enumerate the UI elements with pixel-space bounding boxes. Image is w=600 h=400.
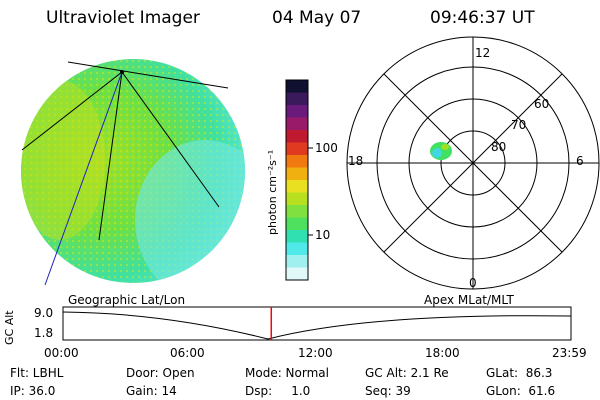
timeline-y-tick-bottom: 1.8: [34, 326, 54, 340]
auroral-spot: [430, 142, 452, 160]
gain-info: Gain: 14: [126, 384, 177, 398]
mode-info: Mode: Normal: [245, 366, 329, 380]
colorbar-segment: [286, 267, 308, 281]
gc-alt-info: GC Alt: 2.1 Re: [365, 366, 449, 380]
time-label: 09:46:37 UT: [430, 8, 535, 28]
ip-info: IP: 36.0: [10, 384, 56, 398]
colorbar-segment: [286, 180, 308, 193]
colorbar-segment: [286, 255, 308, 268]
timeline-x-tick: 23:59: [552, 346, 587, 360]
colorbar-border: [285, 79, 309, 281]
timeline-right-title: Apex MLat/MLT: [424, 293, 514, 307]
timeline-plot: [62, 306, 572, 341]
date-label: 04 May 07: [272, 8, 362, 28]
colorbar-segment: [286, 117, 308, 131]
colorbar-segment: [286, 105, 308, 118]
colorbar-segment: [286, 142, 308, 156]
colorbar-tick-100: 100: [315, 141, 338, 155]
colorbar-segment: [286, 92, 308, 106]
colorbar-segment: [286, 205, 308, 218]
subsatellite-point: [120, 70, 124, 74]
lat-label-70: 70: [511, 118, 527, 132]
colorbar-segment: [286, 192, 308, 206]
seq-info: Seq: 39: [365, 384, 411, 398]
mlt-label-0: 0: [469, 276, 477, 290]
colorbar-segment: [286, 230, 308, 243]
colorbar-segment: [286, 130, 308, 143]
polar-plot: [346, 36, 600, 290]
lat-label-80: 80: [491, 140, 507, 154]
glon-info: GLon: 61.6: [486, 384, 556, 398]
instrument-title: Ultraviolet Imager: [46, 8, 200, 28]
colorbar-segment: [286, 155, 308, 168]
filter-info: Flt: LBHL: [10, 366, 64, 380]
colorbar-segment: [286, 242, 308, 256]
colorbar-unit-label: photon cm⁻²s⁻¹: [266, 149, 279, 235]
colorbar-segment: [286, 217, 308, 231]
colorbar-tick-10: 10: [315, 228, 331, 242]
timeline-x-tick: 12:00: [298, 346, 333, 360]
mlt-label-12: 12: [475, 46, 491, 60]
timeline-left-title: Geographic Lat/Lon: [68, 293, 186, 307]
mlt-label-18: 18: [348, 154, 364, 168]
timeline-y-tick-top: 9.0: [34, 306, 54, 320]
colorbar-ticks: [308, 147, 313, 236]
timeline-y-label: GC Alt: [3, 310, 16, 345]
timeline-x-tick: 00:00: [44, 346, 79, 360]
earth-disk-image: [21, 59, 245, 283]
lat-label-60: 60: [534, 97, 550, 111]
timeline-x-tick: 18:00: [425, 346, 460, 360]
mlt-label-6: 6: [576, 154, 584, 168]
door-info: Door: Open: [126, 366, 195, 380]
dsp-info: Dsp: 1.0: [245, 384, 311, 398]
glat-info: GLat: 86.3: [486, 366, 553, 380]
timeline-x-tick: 06:00: [170, 346, 205, 360]
colorbar-segment: [286, 80, 308, 93]
colorbar: [285, 79, 309, 281]
colorbar-segment: [286, 167, 308, 181]
disk-overlay-lines: [21, 61, 229, 286]
